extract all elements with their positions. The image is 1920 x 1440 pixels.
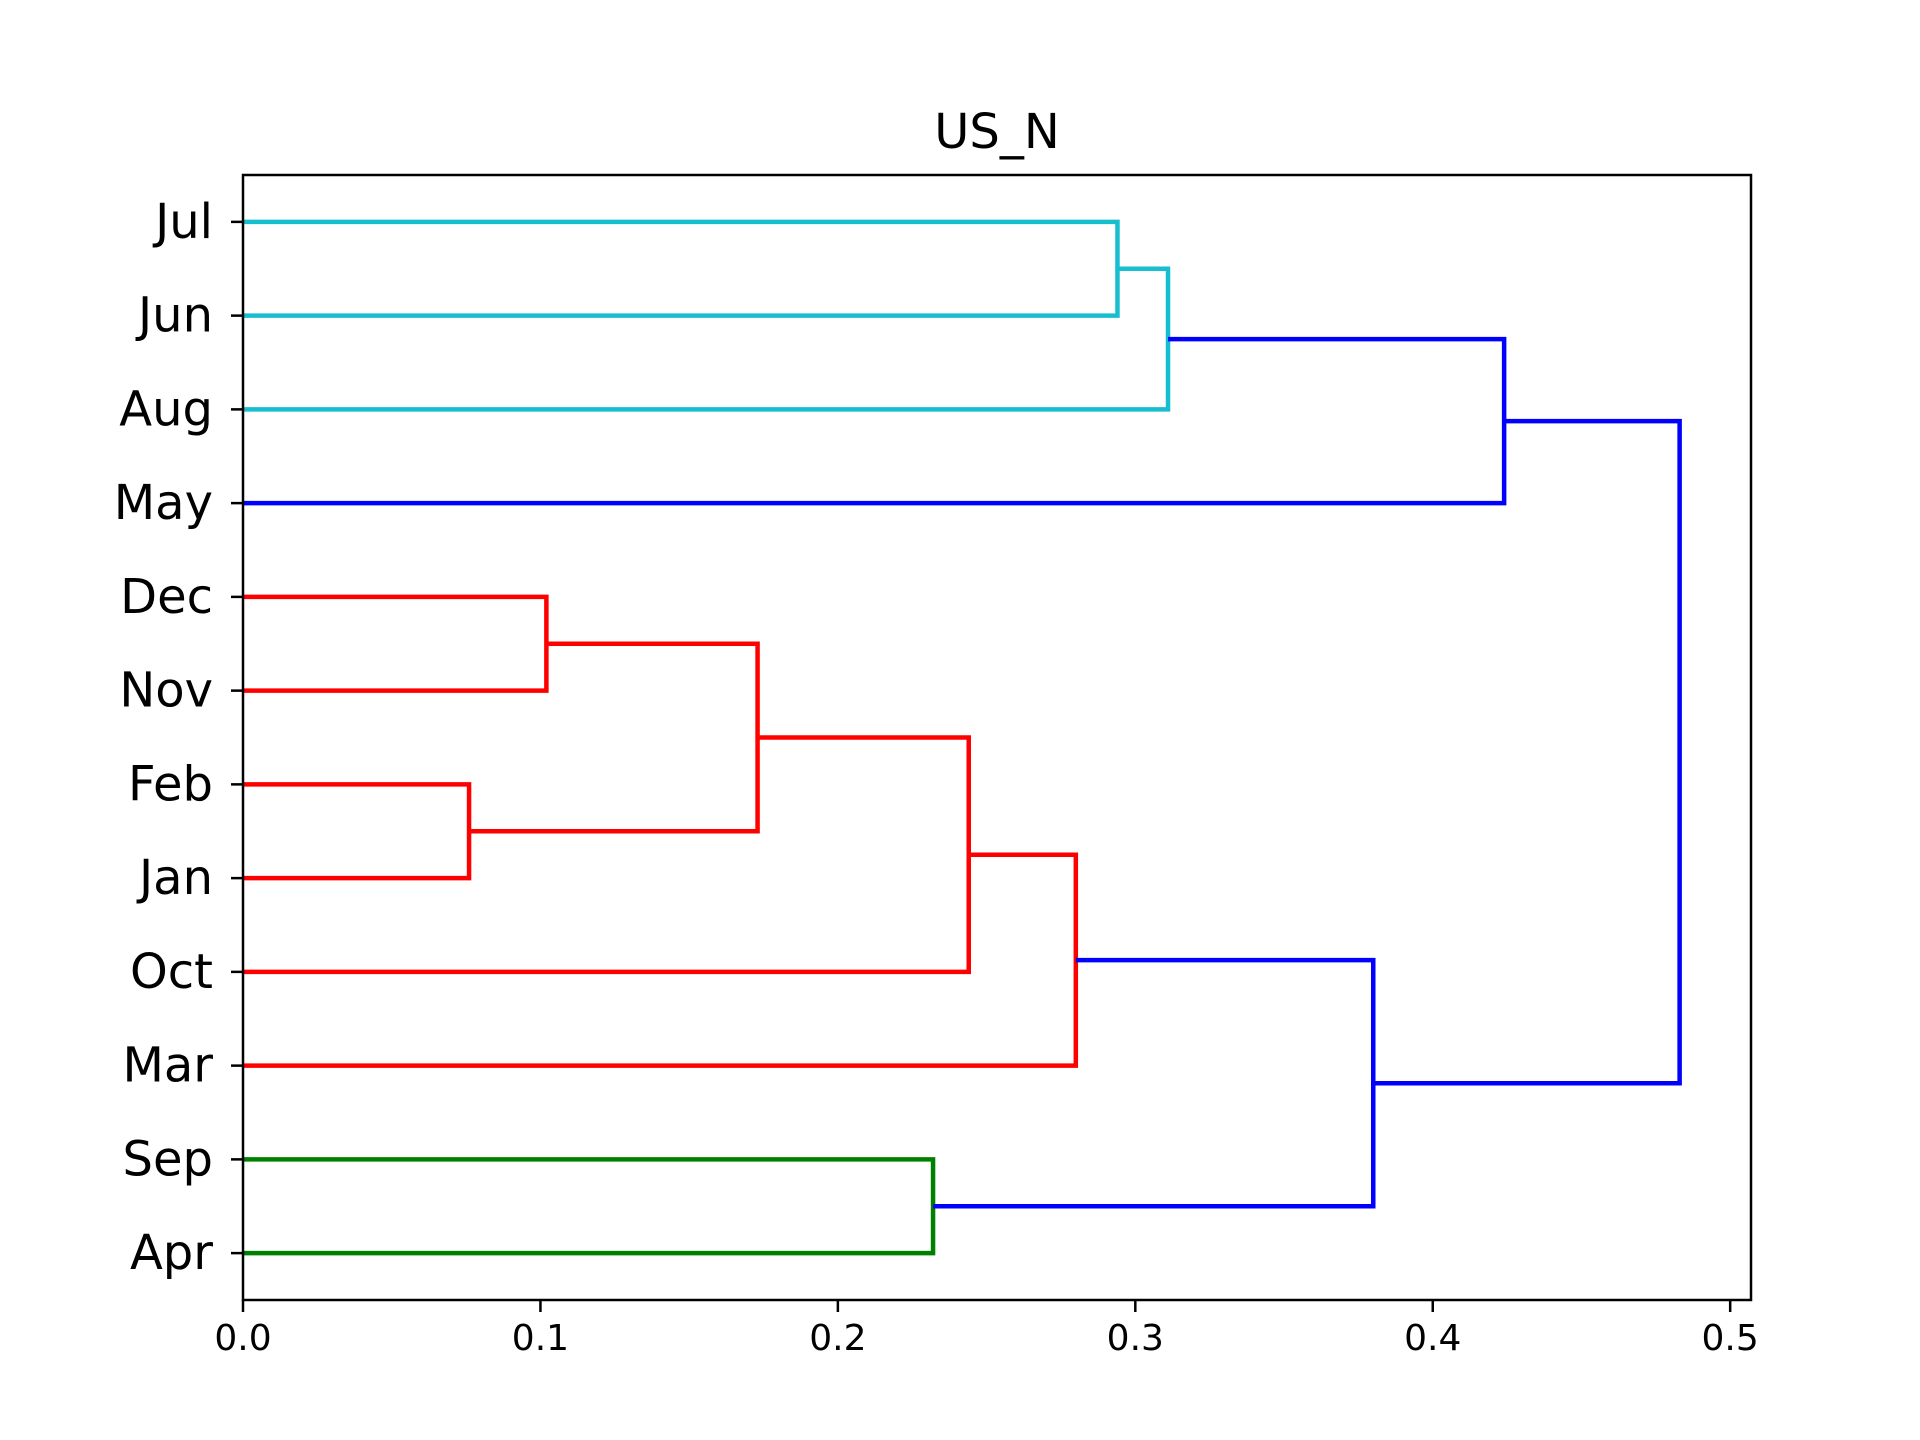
x-axis: 0.0 0.1 0.2 0.3 0.4 0.5 (214, 1300, 1759, 1359)
dendrogram-link-n11 (1373, 418, 1682, 1086)
dendrogram-link-n4 (243, 594, 549, 693)
x-tick-label: 0.3 (1107, 1318, 1164, 1359)
leaf-label-jun: Jun (135, 288, 213, 344)
dendrogram-link-n5 (243, 782, 472, 881)
dendrogram-links (243, 219, 1682, 1256)
dendrogram-link-n3 (243, 336, 1507, 506)
leaf-label-mar: Mar (122, 1038, 213, 1094)
x-tick-label: 0.2 (809, 1318, 866, 1359)
x-tick-label: 0.1 (512, 1318, 569, 1359)
x-tick-label: 0.0 (214, 1318, 271, 1359)
x-tick-label: 0.5 (1702, 1318, 1759, 1359)
chart-title: US_N (934, 104, 1060, 160)
leaf-label-aug: Aug (119, 381, 213, 437)
plot-frame (241, 173, 1753, 1302)
dendrogram-link-n6 (469, 641, 760, 834)
leaf-label-jan: Jan (136, 850, 213, 906)
leaf-axis: Jul Jun Aug May Dec Nov Feb Jan Oct Mar Sep Apr (114, 194, 243, 1281)
leaf-label-feb: Feb (128, 756, 213, 812)
dendrogram-link-n9 (243, 1157, 936, 1256)
leaf-label-sep: Sep (123, 1131, 213, 1187)
leaf-label-dec: Dec (120, 569, 213, 625)
leaf-label-nov: Nov (119, 663, 213, 719)
leaf-label-jul: Jul (152, 194, 213, 250)
dendrogram-link-n2 (243, 266, 1171, 412)
leaf-label-apr: Apr (130, 1225, 213, 1281)
dendrogram-link-n8 (243, 852, 1079, 1068)
dendrogram-link-n10 (933, 957, 1376, 1209)
leaf-label-oct: Oct (130, 944, 213, 1000)
x-tick-label: 0.4 (1404, 1318, 1461, 1359)
dendrogram-link-n7 (243, 735, 971, 975)
dendrogram-link-n1 (243, 219, 1120, 318)
leaf-label-may: May (114, 475, 213, 531)
